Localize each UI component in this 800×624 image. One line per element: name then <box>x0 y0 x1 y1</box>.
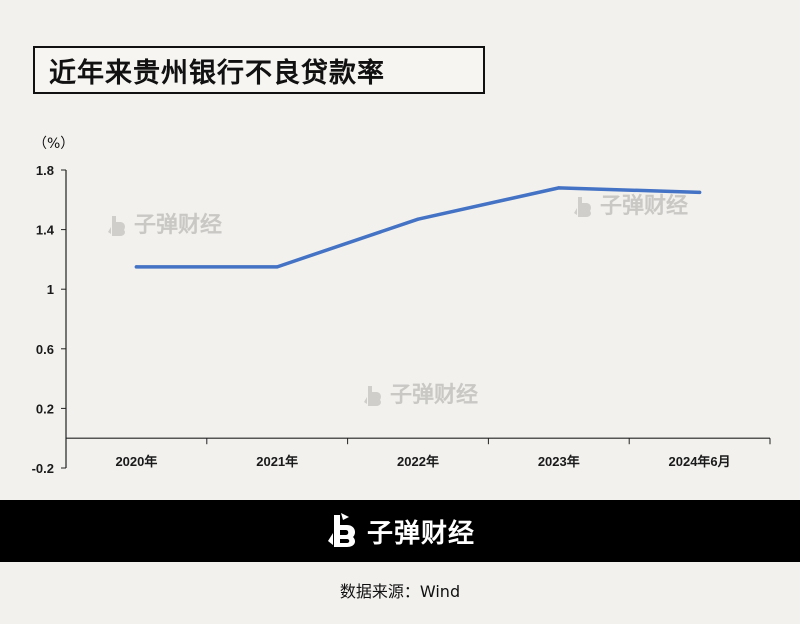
watermark-text: 子弹财经 <box>390 382 478 408</box>
watermark-text: 子弹财经 <box>134 212 222 238</box>
footer-brand-text: 子弹财经 <box>366 518 475 549</box>
data-point <box>698 190 702 194</box>
watermark: 子弹财经 <box>574 193 688 219</box>
chart-title: 近年来贵州银行不良贷款率 <box>49 57 385 89</box>
watermark-logo-icon <box>364 386 381 406</box>
footer-band: 子弹财经 <box>0 500 800 562</box>
chart-title-box: 近年来贵州银行不良贷款率 <box>33 46 485 94</box>
y-axis-ticks: -0.2 0.2 0.6 1 1.4 1.8 <box>32 163 66 476</box>
y-tick-label: 0.6 <box>36 342 54 357</box>
y-tick-label: 1.8 <box>36 163 54 178</box>
data-source-label: 数据来源：Wind <box>339 582 461 601</box>
data-point <box>557 186 561 190</box>
x-tick-label: 2022年 <box>397 454 439 469</box>
x-tick-label: 2023年 <box>538 454 580 469</box>
watermark-text: 子弹财经 <box>600 193 688 219</box>
watermark-logo-icon <box>574 197 591 217</box>
watermark: 子弹财经 <box>108 212 222 238</box>
chart-series <box>134 186 702 269</box>
x-axis-ticks: 2020年 2021年 2022年 2023年 2024年6月 <box>65 438 771 469</box>
data-point <box>134 265 138 269</box>
watermark: 子弹财经 <box>364 382 478 408</box>
x-tick-label: 2020年 <box>115 454 157 469</box>
y-axis-unit-label: （%） <box>33 136 75 152</box>
y-tick-label: 0.2 <box>36 401 54 416</box>
y-tick-label: -0.2 <box>32 461 54 476</box>
footer-brand: 子弹财经 <box>325 511 475 551</box>
data-point <box>416 217 420 221</box>
bullet-logo-icon <box>327 513 355 547</box>
y-tick-label: 1.4 <box>36 223 55 238</box>
y-tick-label: 1 <box>47 282 54 297</box>
x-tick-label: 2024年6月 <box>669 454 731 469</box>
data-point <box>275 265 279 269</box>
watermark-logo-icon <box>108 216 125 236</box>
x-tick-label: 2021年 <box>256 454 298 469</box>
chart-axes <box>65 170 770 468</box>
